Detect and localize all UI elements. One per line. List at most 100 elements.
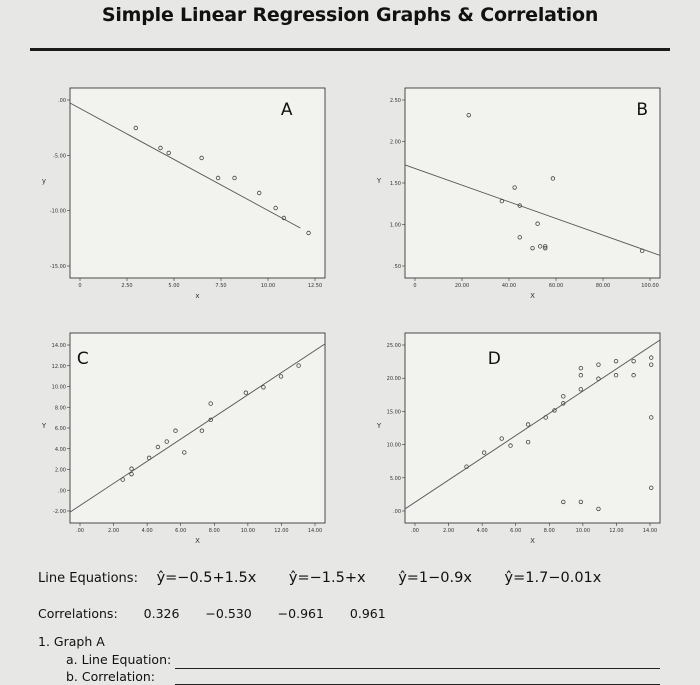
data-point xyxy=(530,245,535,251)
x-tick-label: 0 xyxy=(78,283,81,289)
question-line-equation-label: a. Line Equation: xyxy=(66,652,172,667)
y-tick-label: 15.00 xyxy=(387,409,401,415)
x-tick-label: 10.00 xyxy=(241,528,255,534)
y-tick-label: 25.00 xyxy=(387,343,401,349)
correlations-label: Correlations: xyxy=(38,606,118,621)
x-tick-label: 80.00 xyxy=(596,283,610,289)
chart-letter-label: B xyxy=(636,100,648,120)
equation-2: ŷ=−1.5+x xyxy=(288,570,366,586)
data-point xyxy=(146,455,152,461)
data-point xyxy=(631,373,636,378)
data-point xyxy=(155,444,161,450)
data-point xyxy=(232,175,237,181)
data-point xyxy=(578,387,584,392)
x-tick-label: 14.00 xyxy=(308,528,322,534)
data-point xyxy=(613,373,619,378)
plot-area xyxy=(404,332,661,524)
y-tick-label: 8.00 xyxy=(55,405,66,411)
x-axis-label: X xyxy=(530,292,535,300)
y-tick-label: .50 xyxy=(393,264,401,270)
data-point xyxy=(596,376,601,381)
chart-letter-label: D xyxy=(488,349,501,369)
chart-svg: .00 2.00 4.00 6.00 8.00 10.00 12.00 14.00 14.00 1… xyxy=(41,332,326,545)
data-point xyxy=(208,401,213,406)
answer-line-equation[interactable] xyxy=(175,668,660,669)
x-tick-label: .00 xyxy=(411,528,419,534)
x-tick-label: 12.00 xyxy=(609,528,623,534)
x-tick-label: 2.50 xyxy=(121,283,132,289)
x-tick-label: 4.00 xyxy=(477,528,488,534)
x-tick-label: 6.00 xyxy=(510,528,521,534)
x-tick-label: 7.50 xyxy=(215,283,226,289)
equation-1: ŷ=−0.5+1.5x xyxy=(156,570,257,586)
data-point xyxy=(129,471,134,477)
plot-area xyxy=(404,87,661,279)
data-point xyxy=(631,358,636,364)
data-point xyxy=(208,417,213,423)
y-tick-label: 14.00 xyxy=(52,343,66,349)
x-axis-label: X xyxy=(530,537,535,545)
data-point xyxy=(512,185,517,190)
y-tick-label: 10.00 xyxy=(387,443,401,449)
data-point xyxy=(508,443,513,448)
data-point xyxy=(499,436,504,441)
data-point xyxy=(639,248,645,254)
x-tick-label: 2.00 xyxy=(108,528,119,534)
data-point xyxy=(199,155,204,161)
x-axis-label: x xyxy=(195,292,199,300)
question-heading: 1. Graph A xyxy=(38,634,105,649)
regression-line xyxy=(404,164,661,256)
data-point xyxy=(649,415,654,420)
plot-area xyxy=(69,87,326,279)
chart-svg: .00 2.00 4.00 6.00 8.00 10.00 12.00 14.00 25.00 2… xyxy=(376,332,661,545)
y-tick-label: 4.00 xyxy=(55,447,66,453)
data-point xyxy=(649,362,654,367)
data-point xyxy=(517,203,522,208)
x-tick-label: 10.00 xyxy=(261,283,275,289)
data-point xyxy=(517,235,522,240)
chart-letter-label: A xyxy=(281,100,293,120)
chart-svg: 0 2.50 5.00 7.50 10.00 12.50 .00 -5.00 -10.00 -15… xyxy=(42,87,326,300)
data-point xyxy=(243,390,249,395)
data-point xyxy=(133,125,139,131)
data-point xyxy=(525,422,531,427)
title-divider xyxy=(30,48,670,51)
correlations-row: Correlations: 0.326 −0.530 −0.961 0.961 xyxy=(38,606,408,621)
data-point xyxy=(296,363,301,368)
data-point xyxy=(129,466,134,471)
data-point xyxy=(273,205,278,211)
y-tick-label: 2.50 xyxy=(390,98,401,104)
x-tick-label: 20.00 xyxy=(455,283,469,289)
x-tick-label: 0 xyxy=(413,283,416,289)
y-axis-label: y xyxy=(42,177,46,185)
chart-svg: 0 20.00 40.00 60.00 80.00 100.00 2.50 2.00 1.50 1… xyxy=(376,87,661,300)
correlation-4: 0.961 xyxy=(349,606,386,621)
data-point xyxy=(281,215,287,221)
page-title: Simple Linear Regression Graphs & Correl… xyxy=(101,4,599,26)
chart-letter-label: C xyxy=(77,349,89,369)
x-tick-label: 100.00 xyxy=(641,283,659,289)
y-axis-label: Y xyxy=(41,422,47,430)
x-tick-label: 10.00 xyxy=(576,528,590,534)
data-point xyxy=(173,428,178,433)
regression-line xyxy=(69,102,301,229)
data-point xyxy=(261,385,266,390)
data-point xyxy=(596,506,601,512)
y-axis-label: Y xyxy=(376,177,382,185)
data-point xyxy=(578,499,584,505)
line-equations-row: Line Equations: ŷ=−0.5+1.5x ŷ=−1.5+x ŷ=1… xyxy=(38,570,629,586)
data-point xyxy=(649,355,654,360)
y-tick-label: 1.00 xyxy=(390,223,401,229)
x-tick-label: 12.00 xyxy=(274,528,288,534)
data-point xyxy=(543,244,548,249)
data-point xyxy=(158,145,163,151)
data-point xyxy=(613,358,619,364)
data-point xyxy=(596,362,601,367)
data-point xyxy=(164,439,169,444)
correlation-1: 0.326 xyxy=(143,606,180,621)
data-point xyxy=(552,408,557,413)
y-tick-label: -5.00 xyxy=(53,153,66,159)
data-point xyxy=(561,499,566,505)
y-tick-label: 6.00 xyxy=(55,426,66,432)
data-point xyxy=(182,450,187,455)
